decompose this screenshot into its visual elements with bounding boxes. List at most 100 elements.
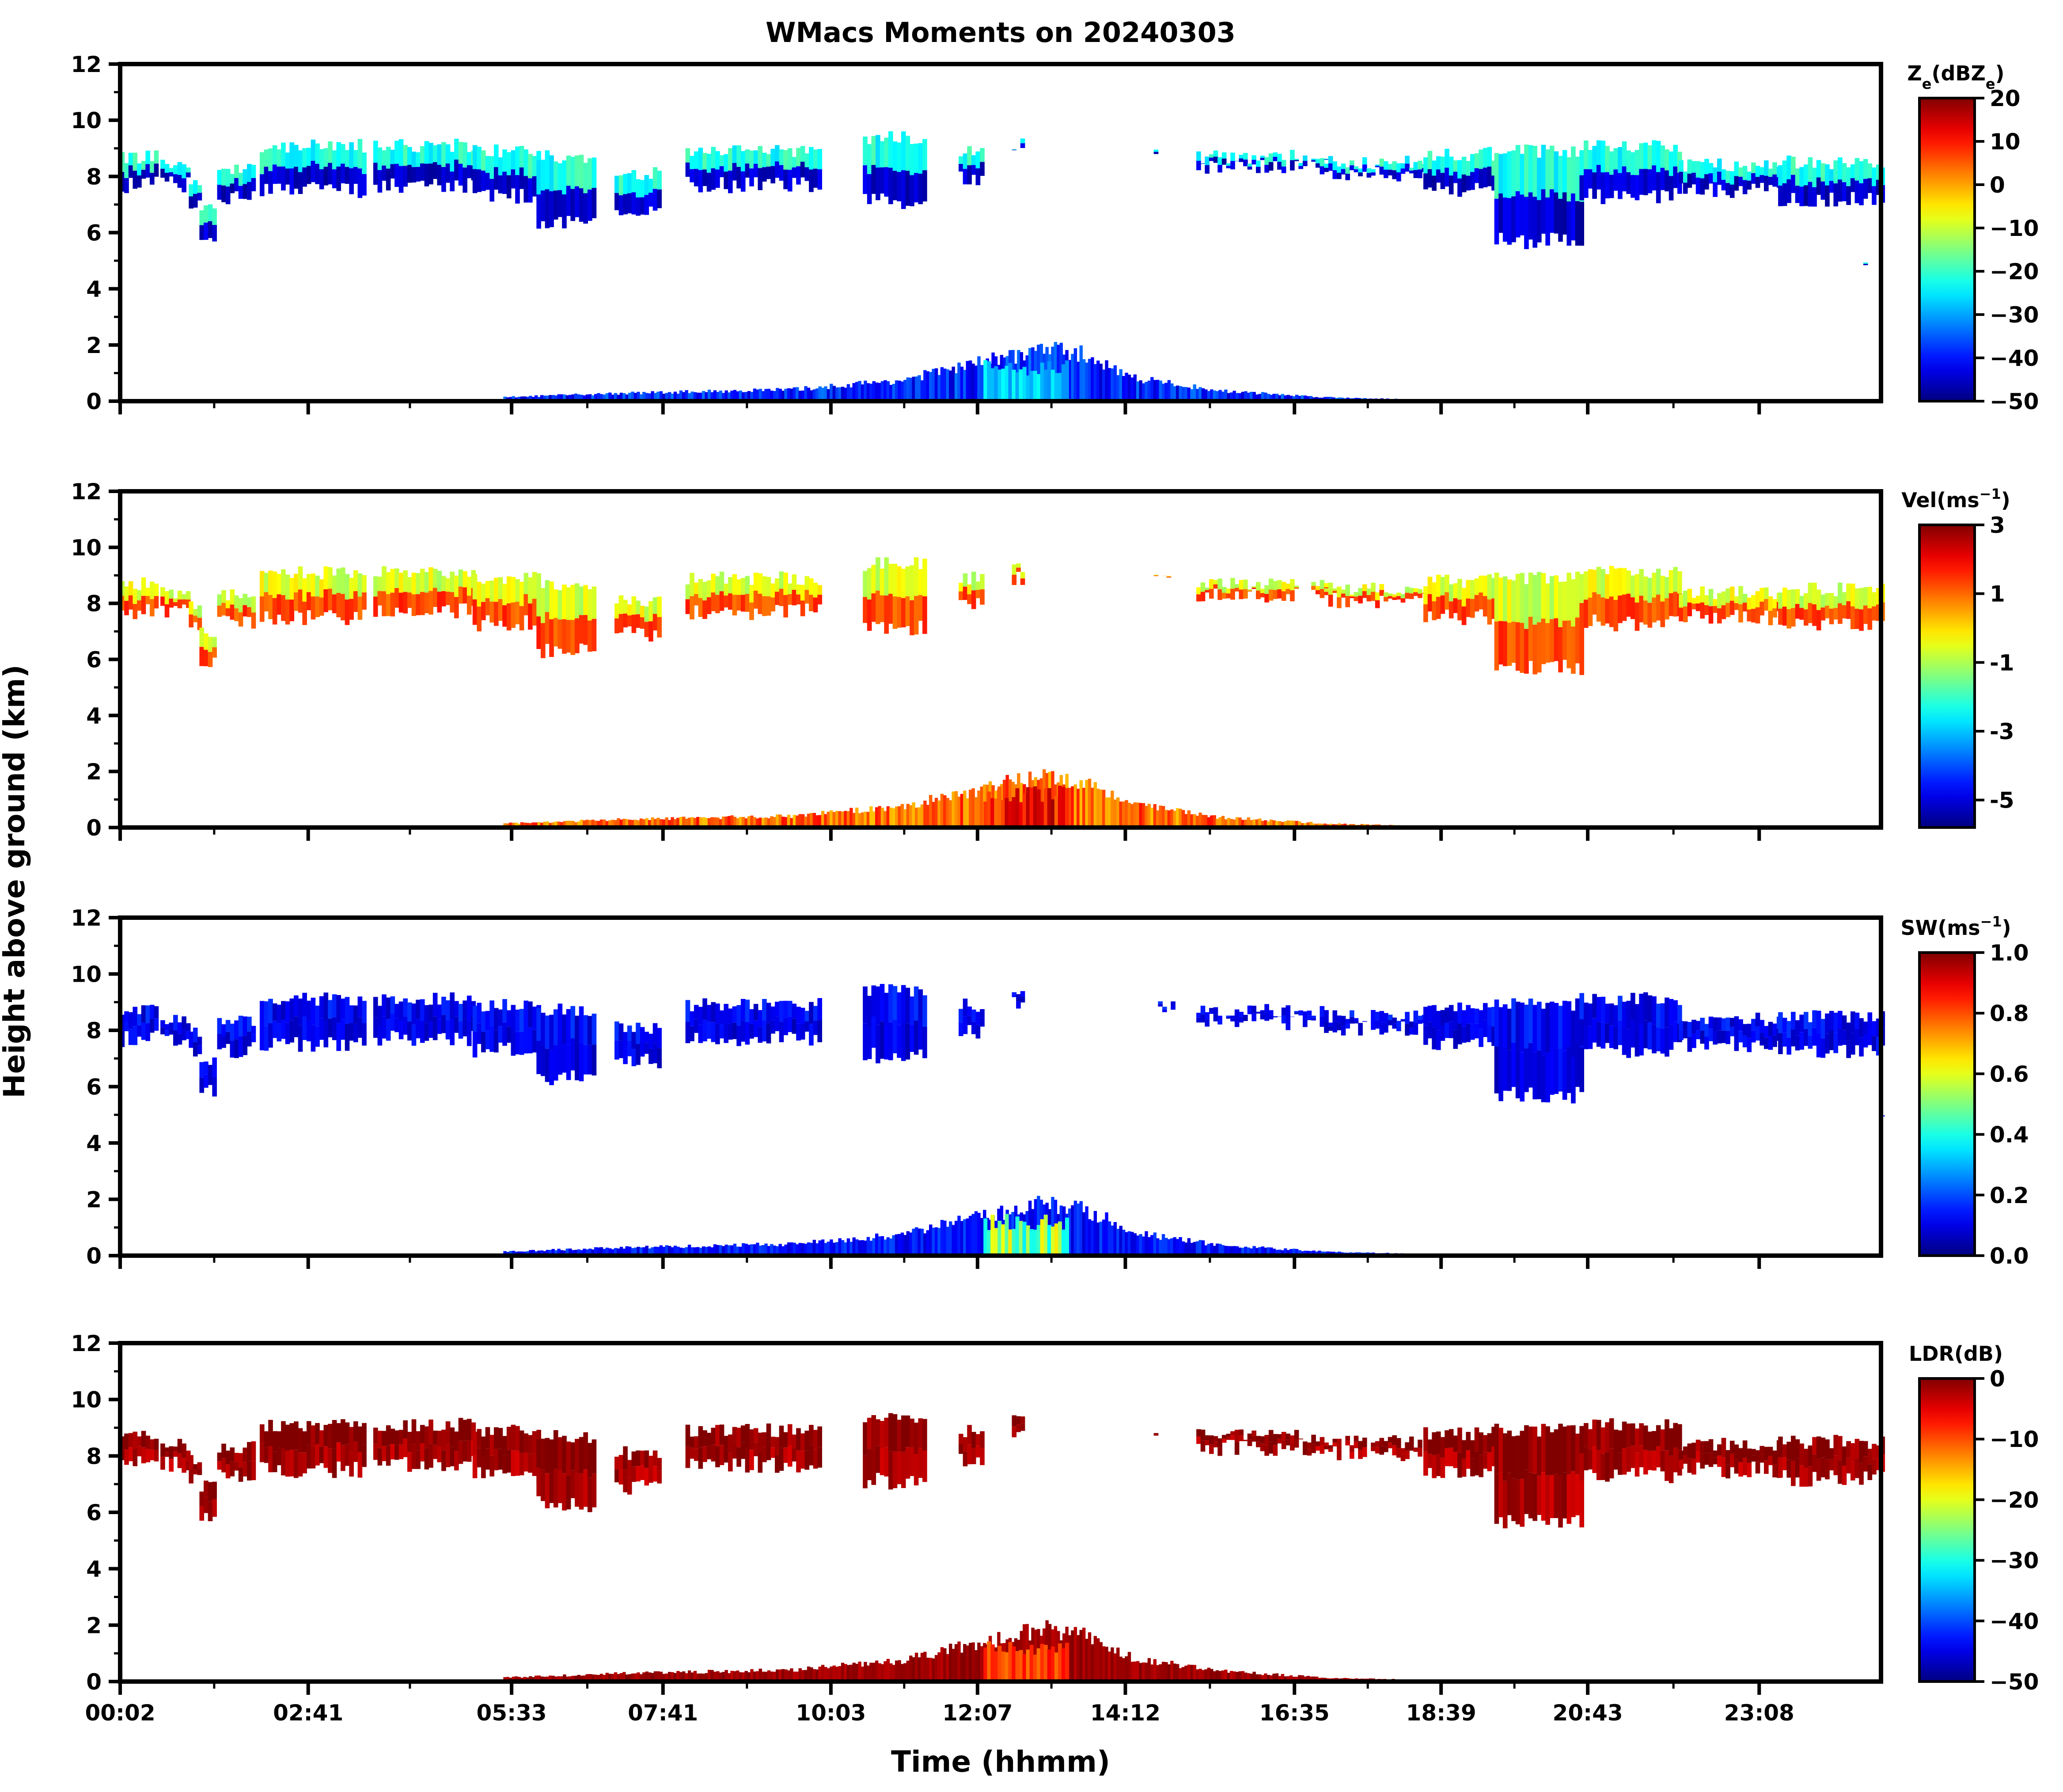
cloud-cell	[302, 601, 307, 625]
low-echo-cell	[855, 382, 859, 401]
low-echo-cell	[687, 1245, 691, 1256]
cloud-cell	[328, 163, 333, 185]
low-echo-cell	[1130, 804, 1134, 828]
cloud-cell	[445, 592, 451, 605]
cloud-cell	[285, 599, 290, 625]
low-echo-cell	[884, 1239, 887, 1256]
cloud-cell	[1528, 616, 1533, 661]
cloud-cell	[1226, 1437, 1231, 1440]
low-echo-cell	[631, 391, 634, 401]
cloud-cell	[770, 597, 776, 611]
low-echo-cell	[912, 802, 915, 828]
cloud-cell	[1808, 157, 1813, 182]
cloud-cell	[1708, 588, 1714, 607]
cloud-cell	[1867, 1449, 1873, 1465]
cloud-cell	[740, 1425, 746, 1443]
low-echo-cell	[846, 384, 850, 401]
cloud-cell	[189, 1032, 193, 1040]
cloud-cell	[1466, 1005, 1471, 1024]
low-echo-cell	[1286, 1250, 1290, 1256]
cloud-segment	[373, 566, 476, 619]
cloud-cell	[1808, 583, 1813, 603]
cloud-cell	[186, 172, 191, 178]
cloud-cell	[592, 1473, 597, 1507]
low-echo-cell	[1079, 780, 1083, 828]
low-echo-cell	[1304, 395, 1307, 401]
cloud-cell	[353, 1024, 358, 1043]
cloud-cell	[623, 1446, 628, 1469]
cloud-cell	[1558, 581, 1563, 627]
cloud-cell	[285, 168, 290, 185]
cloud-cell	[652, 1450, 658, 1466]
low-echo-cell	[824, 386, 827, 401]
cloud-cell	[1264, 1445, 1269, 1456]
cloud-cell	[792, 1434, 797, 1448]
cloud-cell	[1768, 1456, 1773, 1465]
low-echo-cell	[608, 1674, 612, 1682]
cloud-cell	[173, 602, 178, 606]
cloud-cell	[221, 1024, 226, 1036]
cloud-segment	[189, 180, 202, 209]
low-echo-cell	[1059, 342, 1063, 401]
cloud-cell	[1483, 1020, 1488, 1037]
cloud-cell	[910, 175, 914, 206]
cloud-cell	[1311, 160, 1316, 162]
cloud-cell	[1196, 594, 1201, 602]
cloud-cell	[922, 558, 927, 596]
cloud-cell	[958, 1009, 963, 1023]
cloud-cell	[1803, 609, 1809, 626]
low-echo-cell	[611, 1674, 614, 1682]
low-echo-cell	[1107, 797, 1111, 828]
cloud-cell	[1734, 1444, 1739, 1459]
cloud-cell	[332, 1420, 337, 1449]
cloud-cell	[1713, 1450, 1718, 1458]
cloud-cell	[1345, 596, 1350, 607]
low-echo-cell	[832, 1665, 836, 1682]
cloud-cell	[1239, 155, 1244, 159]
cloud-cell	[745, 576, 750, 594]
cloud-cell	[1778, 186, 1783, 206]
cloud-cell	[411, 1419, 417, 1444]
cloud-cell	[519, 1009, 524, 1032]
cloud-cell	[511, 150, 516, 170]
low-echo-cell	[756, 1242, 759, 1256]
low-echo-cell	[1170, 383, 1174, 401]
cloud-cell	[1520, 1002, 1525, 1052]
low-echo-cell	[588, 394, 592, 401]
cloud-cell	[694, 594, 699, 606]
low-echo-cell	[554, 821, 558, 828]
cloud-cell	[536, 584, 541, 617]
low-echo-cell	[1286, 820, 1290, 828]
core-cell	[1001, 800, 1005, 828]
cloud-cell	[493, 144, 499, 167]
low-echo-cell	[906, 1660, 910, 1682]
cloud-cell	[221, 1443, 226, 1458]
low-echo-cell	[929, 372, 933, 401]
cloud-cell	[1332, 1443, 1338, 1447]
cloud-cell	[1221, 158, 1227, 165]
core-cell	[1050, 1226, 1055, 1256]
cloud-cell	[1528, 1472, 1533, 1519]
low-echo-cell	[835, 387, 839, 401]
low-echo-cell	[1232, 1671, 1236, 1682]
cloud-cell	[217, 605, 222, 617]
cloud-cell	[1613, 1027, 1619, 1049]
cloud-cell	[1251, 1006, 1256, 1014]
cloud-cell	[1747, 171, 1752, 181]
low-echo-cell	[1269, 395, 1273, 401]
cloud-cell	[511, 577, 516, 603]
low-echo-cell	[827, 389, 831, 401]
low-echo-cell	[685, 818, 688, 828]
cloud-cell	[1545, 1475, 1550, 1525]
cloud-cell	[1457, 160, 1462, 178]
cloud-cell	[128, 165, 133, 178]
cloud-cell	[424, 1448, 429, 1469]
low-echo-cell	[1224, 1670, 1228, 1682]
low-echo-cell	[971, 364, 975, 401]
cloud-cell	[728, 148, 733, 171]
cloud-cell	[272, 164, 277, 184]
low-echo-cell	[1289, 1249, 1293, 1256]
cloud-cell	[221, 168, 226, 186]
cloud-cell	[1721, 1030, 1726, 1043]
